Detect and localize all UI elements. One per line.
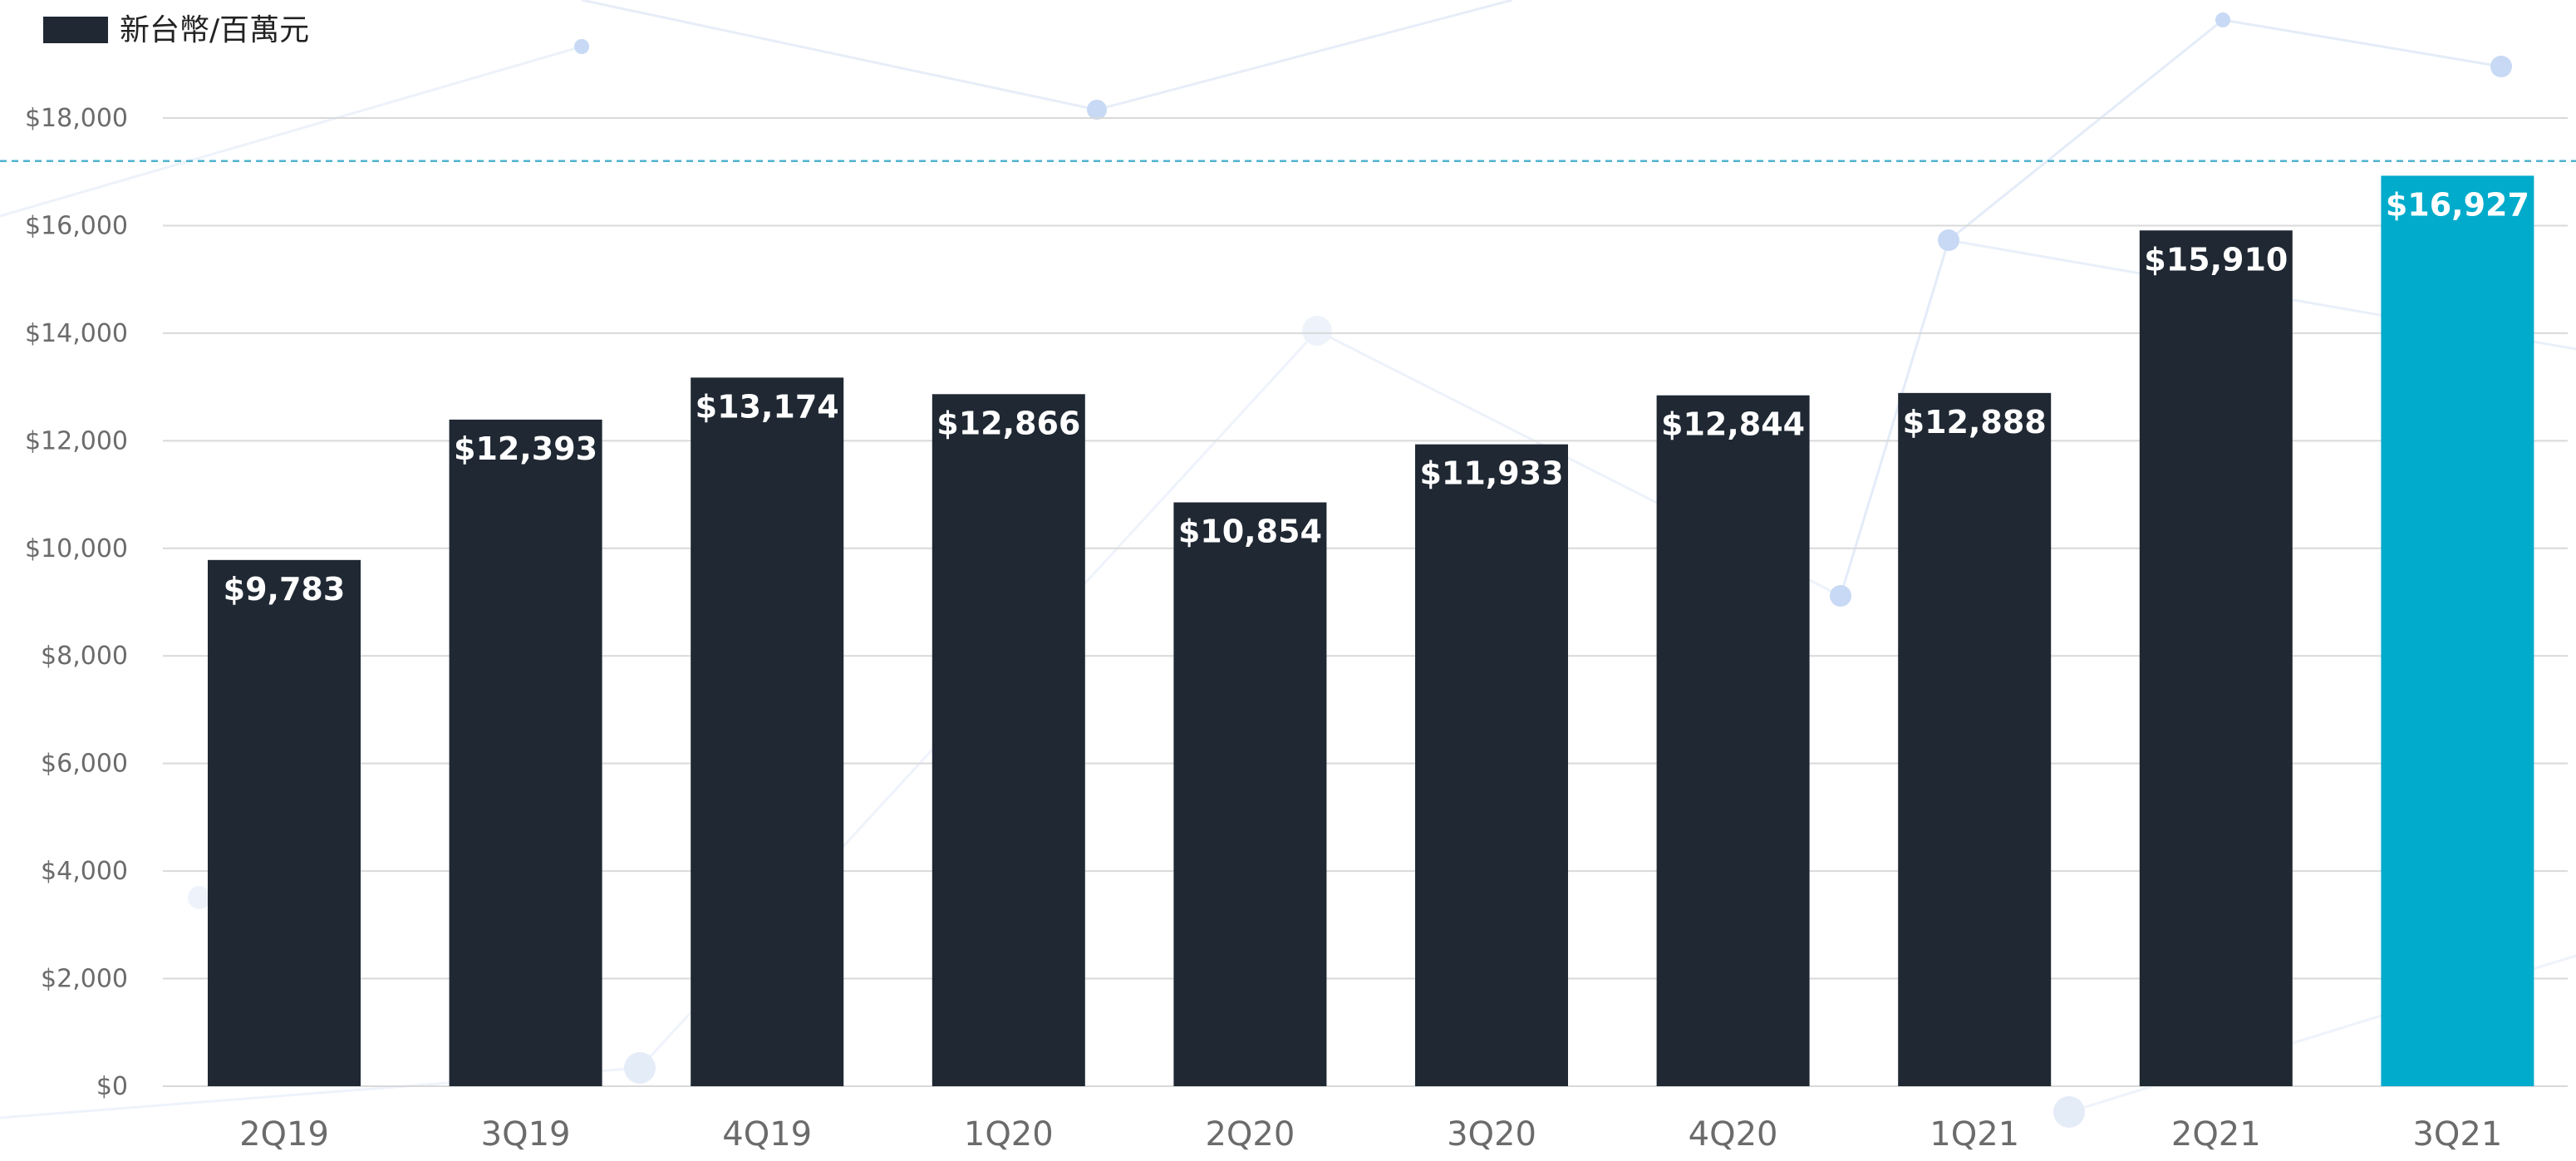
y-tick-label: $2,000	[41, 965, 128, 994]
bar-value-label: $12,844	[1661, 406, 1805, 443]
bar-2q20	[1173, 502, 1327, 1086]
y-tick-label: $10,000	[25, 534, 128, 563]
x-category-label: 1Q20	[964, 1115, 1054, 1154]
bar-2q21	[2139, 230, 2293, 1087]
y-tick-label: $16,000	[25, 211, 128, 240]
x-category-label: 2Q21	[2171, 1115, 2261, 1154]
bar-value-label: $16,927	[2386, 186, 2529, 223]
x-category-label: 3Q21	[2412, 1115, 2502, 1154]
bar-3q19	[449, 419, 602, 1087]
legend: 新台幣/百萬元	[43, 13, 309, 47]
bar-4q20	[1656, 395, 1810, 1086]
bars	[208, 175, 2534, 1087]
y-tick-label: $14,000	[25, 319, 128, 348]
x-category-label: 2Q20	[1205, 1115, 1295, 1154]
x-category-label: 4Q20	[1689, 1115, 1778, 1154]
y-tick-label: $4,000	[41, 857, 128, 886]
y-tick-label: $6,000	[41, 750, 128, 779]
bar-value-label: $9,783	[224, 571, 346, 608]
x-axis: 2Q19 3Q19 4Q19 1Q20 2Q20 3Q20 4Q20 1Q21 2Q21 3Q21	[239, 1115, 2502, 1154]
x-category-label: 4Q19	[722, 1115, 812, 1154]
bar-3q21	[2381, 175, 2534, 1087]
bar-1q20	[932, 394, 1085, 1086]
legend-label: 新台幣/百萬元	[120, 13, 309, 47]
bar-value-label: $10,854	[1178, 514, 1322, 550]
y-tick-label: $8,000	[41, 642, 128, 671]
bar-value-label: $15,910	[2144, 241, 2288, 278]
y-tick-label: $12,000	[25, 426, 128, 455]
x-category-label: 3Q19	[481, 1115, 571, 1154]
x-category-label: 3Q20	[1447, 1115, 1536, 1154]
legend-swatch	[43, 17, 108, 43]
bar-1q21	[1898, 392, 2052, 1086]
bar-2q19	[208, 559, 361, 1086]
bar-4q19	[691, 377, 844, 1086]
bar-value-label: $12,866	[937, 405, 1080, 441]
bar-3q20	[1415, 444, 1568, 1086]
y-axis: $0 $2,000 $4,000 $6,000 $8,000 $10,000 $12,000…	[25, 104, 128, 1101]
x-category-label: 2Q19	[239, 1115, 329, 1154]
bar-value-label: $11,933	[1419, 455, 1563, 492]
y-tick-label: $18,000	[25, 104, 128, 133]
bar-data-labels: $9,783 $12,393 $13,174 $12,866 $10,854 $11,93…	[224, 186, 2529, 607]
x-category-label: 1Q21	[1930, 1115, 2019, 1154]
bar-value-label: $12,393	[454, 430, 597, 467]
bar-value-label: $13,174	[696, 388, 839, 425]
y-tick-label: $0	[96, 1072, 128, 1101]
bar-value-label: $12,888	[1903, 404, 2047, 440]
